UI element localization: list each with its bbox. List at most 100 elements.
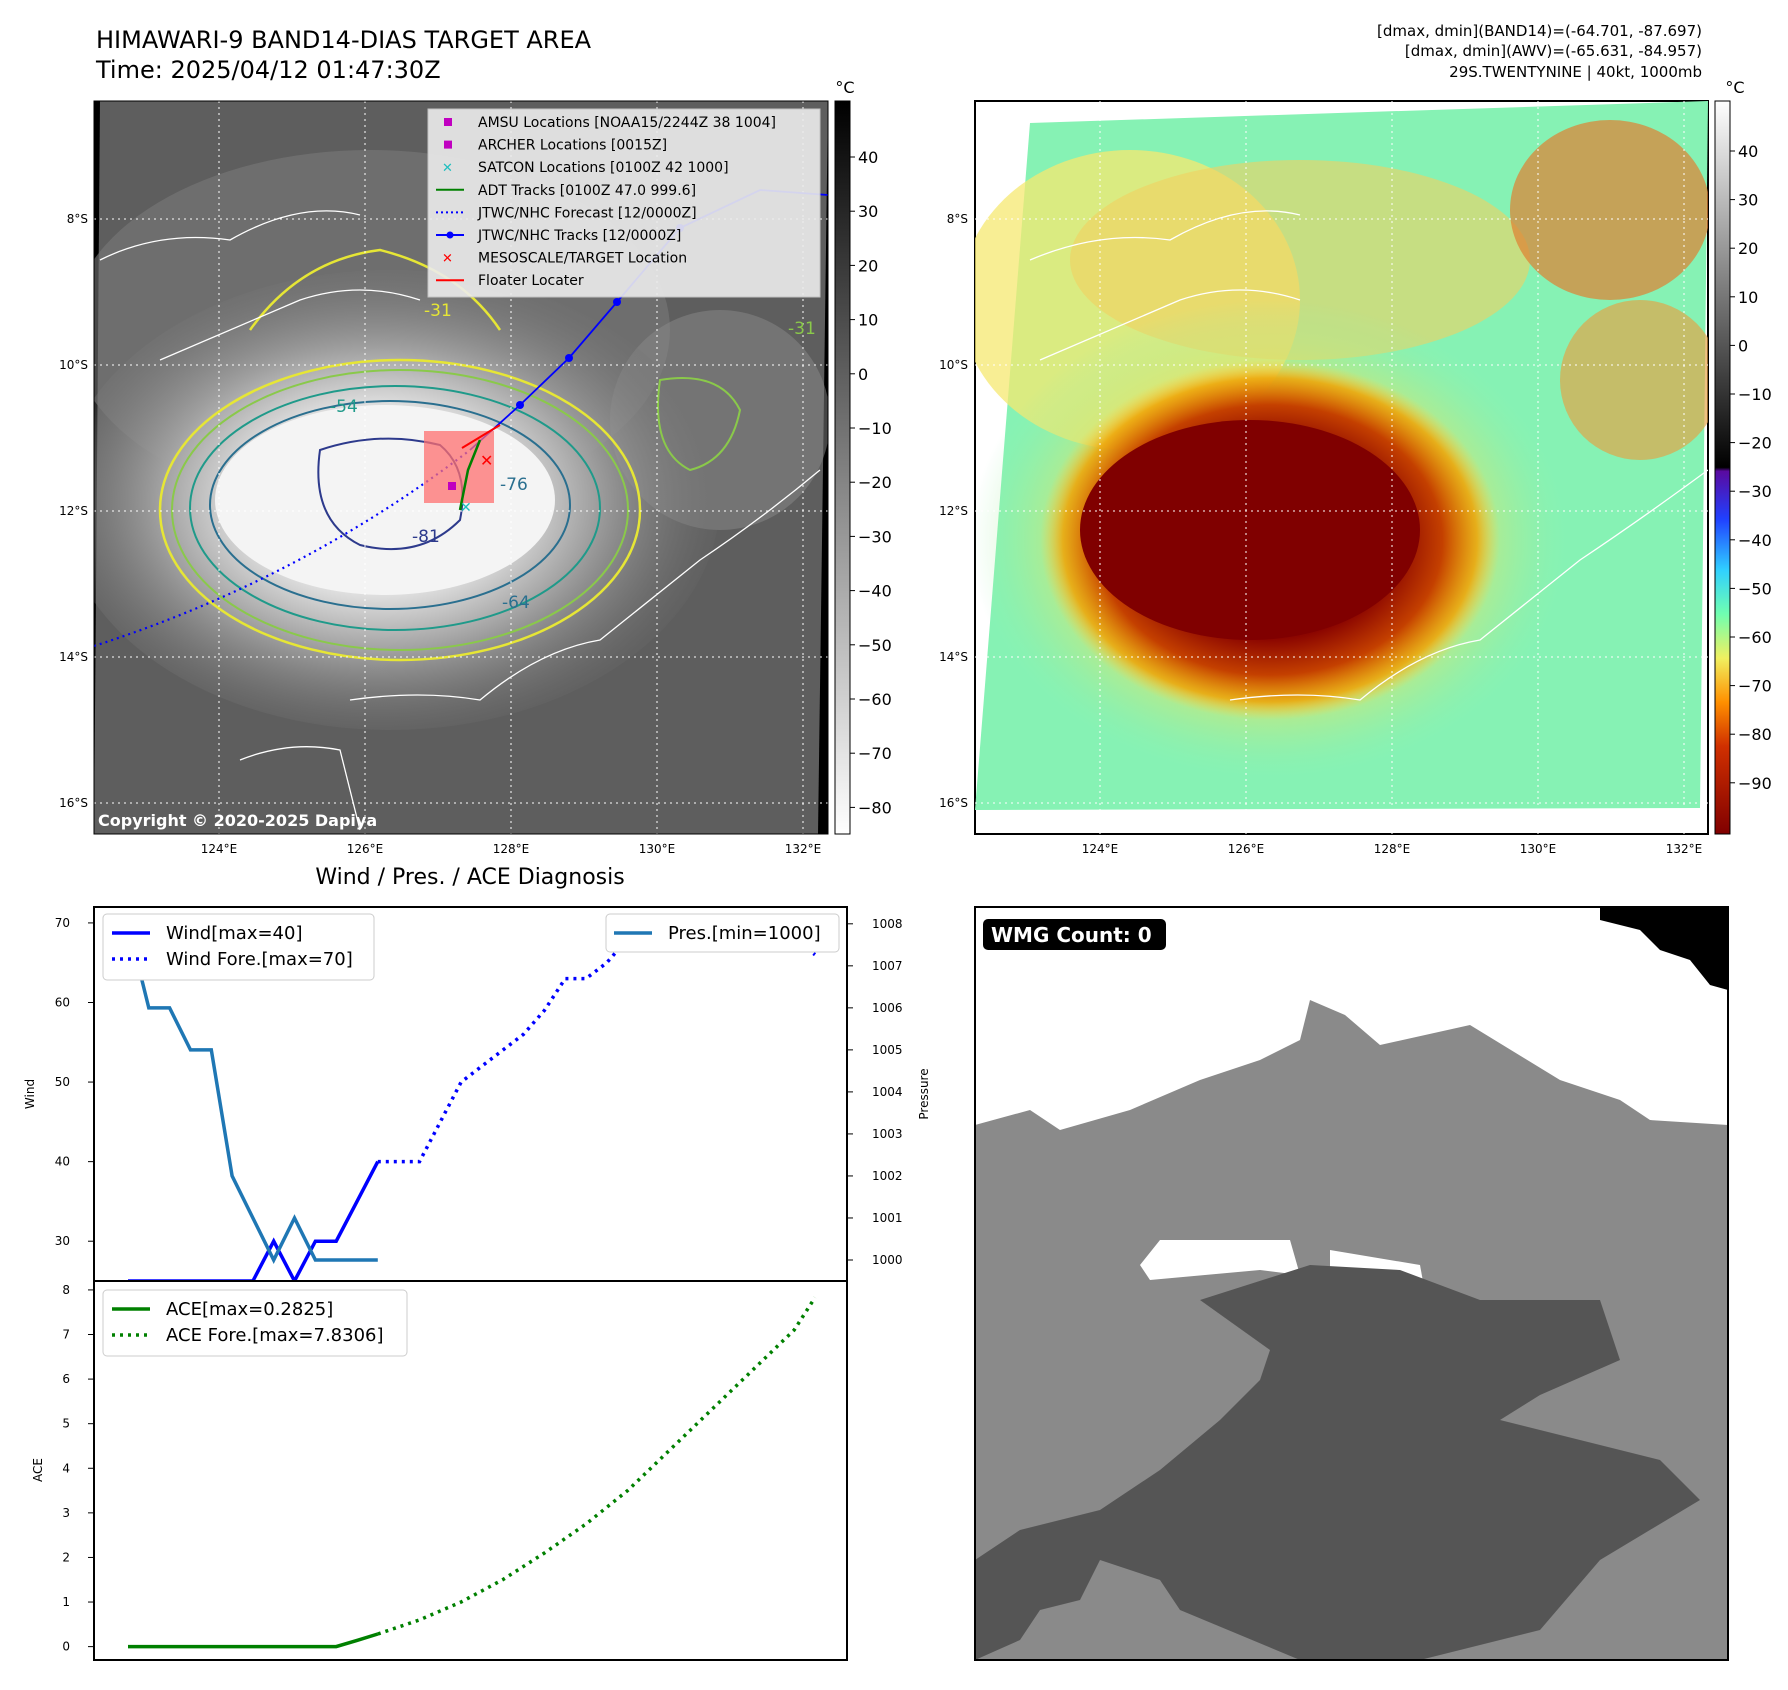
archer-location-marker: [448, 482, 456, 490]
ir-colorbar-tick-label: −70: [858, 744, 892, 763]
contour-label: -76: [500, 475, 528, 495]
color-lon-tick-label: 132°E: [1666, 842, 1703, 856]
contour-label: -64: [502, 593, 530, 613]
ace-series-line: [128, 1632, 379, 1649]
color-colorbar-tick-label: 40: [1738, 142, 1758, 161]
ir-colorbar-tick-label: 20: [858, 256, 878, 275]
ir-lat-tick-label: 12°S: [59, 504, 88, 518]
color-colorbar-tick-label: 20: [1738, 239, 1758, 258]
color-lat-tick-label: 16°S: [939, 796, 968, 810]
wind-tick-label: 70: [55, 916, 70, 930]
wmg-panel: WMG Count: 0: [974, 906, 1729, 1661]
ir-lon-tick-label: 126°E: [347, 842, 384, 856]
color-lon-tick-label: 128°E: [1374, 842, 1411, 856]
ace-tick-label: 5: [62, 1417, 70, 1431]
floater-box: [424, 431, 494, 503]
legend-label: JTWC/NHC Forecast [12/0000Z]: [477, 205, 697, 221]
ace-tick-label: 3: [62, 1506, 70, 1520]
wind-axis-label: Wind: [23, 1079, 37, 1109]
wind-pressure-series-line: [126, 923, 378, 1264]
ace-legend-label: ACE[max=0.2825]: [166, 1299, 333, 1320]
ace-tick-label: 8: [62, 1283, 70, 1297]
ir-lat-tick-label: 14°S: [59, 650, 88, 664]
color-colorbar-unit: °C: [1725, 78, 1744, 97]
svg-text:✕: ✕: [442, 161, 453, 176]
color-enhanced-panel: [974, 100, 1709, 835]
ir-lon-tick-label: 130°E: [639, 842, 676, 856]
pressure-tick-label: 1000: [872, 1253, 903, 1267]
color-lat-tick-label: 14°S: [939, 650, 968, 664]
wind-pressure-chart: Wind Pressure 30 40 50 60 70 1000 1001 1002 1003…: [23, 906, 931, 1285]
legend-entry: Floater Locater: [436, 273, 584, 289]
contour-label: -31: [424, 301, 452, 321]
legend-label: AMSU Locations [NOAA15/2244Z 38 1004]: [478, 115, 776, 131]
wind-legend-box: [102, 913, 375, 981]
map-legend: AMSU Locations [NOAA15/2244Z 38 1004] ARC…: [427, 108, 821, 298]
color-lat-tick-label: 8°S: [947, 212, 968, 226]
dmax-band14-note: [dmax, dmin](BAND14)=(-64.701, -87.697): [1377, 22, 1702, 40]
ir-lat-tick-label: 10°S: [59, 358, 88, 372]
legend-label: Floater Locater: [478, 273, 584, 289]
color-lat-tick-label: 12°S: [939, 504, 968, 518]
color-colorbar-tick-label: −40: [1738, 531, 1772, 550]
ir-colorbar-tick-label: −20: [858, 473, 892, 492]
color-colorbar-tick-label: −20: [1738, 434, 1772, 453]
legend-label: ADT Tracks [0100Z 47.0 999.6]: [478, 183, 696, 199]
wind-legend-label: Wind[max=40]: [166, 923, 303, 944]
ir-lon-tick-label: 128°E: [493, 842, 530, 856]
wind-legend-label: Wind Fore.[max=70]: [166, 949, 353, 970]
ace-legend-label: ACE Fore.[max=7.8306]: [166, 1325, 384, 1346]
color-colorbar-tick-label: −30: [1738, 482, 1772, 501]
color-colorbar-tick-label: 30: [1738, 191, 1758, 210]
legend-entry: JTWC/NHC Tracks [12/0000Z]: [436, 228, 681, 244]
ace-tick-label: 6: [62, 1372, 70, 1386]
ir-colorbar-tick-label: 0: [858, 365, 868, 384]
ir-colorbar-tick-label: −50: [858, 636, 892, 655]
ir-colorbar-tick-label: −30: [858, 527, 892, 546]
color-colorbar-tick-label: 10: [1738, 288, 1758, 307]
floater-locater-line: [461, 424, 501, 449]
color-colorbar-tick-label: 0: [1738, 336, 1748, 355]
pressure-tick-label: 1007: [872, 959, 903, 973]
legend-label: SATCON Locations [0100Z 42 1000]: [478, 160, 729, 176]
pressure-legend-box: [605, 913, 840, 953]
wind-tick-label: 40: [55, 1155, 70, 1169]
color-colorbar: °C 40 30 20 10 0 −10 −20 −30 −40 −50 −60 −70 −80 −90: [1714, 78, 1772, 835]
wind-tick-label: 50: [55, 1075, 70, 1089]
ir-colorbar-unit: °C: [835, 78, 854, 97]
color-colorbar-tick-label: −60: [1738, 628, 1772, 647]
legend-entry: ADT Tracks [0100Z 47.0 999.6]: [436, 183, 696, 199]
color-lon-tick-label: 130°E: [1520, 842, 1557, 856]
color-lon-tick-label: 126°E: [1228, 842, 1265, 856]
color-lat-tick-label: 10°S: [939, 358, 968, 372]
contour-label: -81: [412, 527, 440, 547]
ir-lon-tick-label: 132°E: [785, 842, 822, 856]
storm-summary-note: 29S.TWENTYNINE | 40kt, 1000mb: [1449, 63, 1702, 81]
figure-title: HIMAWARI-9 BAND14-DIAS TARGET AREA: [96, 26, 592, 54]
contour-label: -54: [330, 397, 358, 417]
ace-tick-label: 4: [62, 1461, 70, 1475]
legend-entry: AMSU Locations [NOAA15/2244Z 38 1004]: [444, 115, 776, 131]
ir-colorbar: °C 40 30 20 10 0 −10 −20 −30 −40 −50 −60 −70 −80: [834, 78, 892, 835]
pressure-tick-label: 1003: [872, 1127, 903, 1141]
legend-entry: ✕ SATCON Locations [0100Z 42 1000]: [442, 160, 729, 176]
ir-lat-tick-label: 8°S: [67, 212, 88, 226]
ace-legend-box: [102, 1289, 408, 1357]
pressure-tick-label: 1001: [872, 1211, 903, 1225]
pressure-axis-label: Pressure: [917, 1068, 931, 1119]
legend-entry: ✕ MESOSCALE/TARGET Location: [442, 251, 687, 267]
legend-label: JTWC/NHC Tracks [12/0000Z]: [477, 228, 681, 244]
ace-tick-label: 0: [62, 1640, 70, 1654]
dmax-awv-note: [dmax, dmin](AWV)=(-65.631, -84.957): [1404, 42, 1702, 60]
color-colorbar-tick-label: −80: [1738, 725, 1772, 744]
ace-tick-label: 7: [62, 1328, 70, 1342]
ace-tick-label: 1: [62, 1595, 70, 1609]
color-colorbar-tick-label: −50: [1738, 579, 1772, 598]
color-lon-tick-label: 124°E: [1082, 842, 1119, 856]
diagnosis-title: Wind / Pres. / ACE Diagnosis: [315, 865, 624, 890]
contour-label: -31: [788, 319, 816, 339]
legend-entry: ARCHER Locations [0015Z]: [444, 138, 667, 154]
pressure-tick-label: 1005: [872, 1043, 903, 1057]
wmg-count-badge: [983, 919, 1166, 950]
